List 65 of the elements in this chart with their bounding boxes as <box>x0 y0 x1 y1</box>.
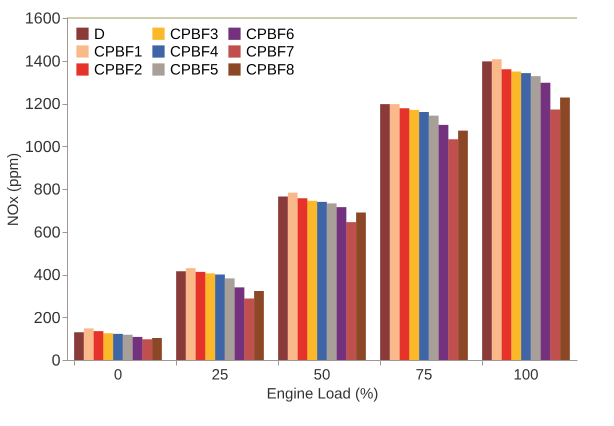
bar <box>380 104 390 360</box>
bar <box>550 109 560 360</box>
bar <box>278 196 288 360</box>
bar <box>254 290 264 360</box>
y-tick-label: 600 <box>34 224 61 242</box>
y-tick-label: 0 <box>52 352 61 370</box>
x-axis-title: Engine Load (%) <box>266 386 378 402</box>
x-tick-label: 75 <box>416 366 432 384</box>
bar <box>103 333 114 360</box>
bar <box>298 198 308 360</box>
bar <box>74 332 84 360</box>
bar <box>560 98 570 360</box>
bar <box>409 110 420 360</box>
y-tick-label: 1200 <box>24 96 61 113</box>
bar <box>458 130 468 360</box>
bar <box>492 59 502 360</box>
bar <box>390 104 400 360</box>
bar <box>113 334 123 360</box>
x-tick-label: 100 <box>513 366 539 384</box>
bar <box>244 298 254 360</box>
bar <box>307 200 318 360</box>
y-axis-title: NOx (ppm) <box>4 152 22 226</box>
bar <box>521 73 531 360</box>
legend-label: CPBF6 <box>246 26 294 43</box>
x-tick-label: 50 <box>314 366 330 384</box>
y-tick-label: 1000 <box>24 138 61 156</box>
bar <box>482 61 492 360</box>
bar <box>400 108 410 360</box>
bar <box>196 272 206 360</box>
bar <box>502 69 512 360</box>
bar <box>186 268 196 360</box>
bar <box>511 71 522 360</box>
legend-label: CPBF4 <box>170 44 218 60</box>
legend-label: CPBF7 <box>246 44 294 60</box>
legend-label: CPBF2 <box>94 62 142 78</box>
bar <box>94 331 104 360</box>
y-tick-label: 1600 <box>24 10 61 28</box>
bar <box>132 336 142 360</box>
bar <box>234 287 244 360</box>
y-tick-label: 800 <box>34 182 61 198</box>
bar <box>448 139 458 360</box>
x-tick-label: 25 <box>212 366 228 384</box>
bar <box>540 82 550 360</box>
legend-label: D <box>94 26 105 43</box>
x-tick-label: 0 <box>114 366 122 384</box>
legend-label: CPBF8 <box>246 62 294 78</box>
bar <box>152 338 162 360</box>
bar <box>84 328 94 360</box>
bar <box>176 271 186 360</box>
legend-label: CPBF3 <box>170 26 218 43</box>
bar <box>317 202 327 360</box>
y-tick-label: 200 <box>34 310 61 327</box>
bar <box>346 222 356 360</box>
bar <box>336 207 346 360</box>
bar <box>356 212 366 360</box>
y-tick-label: 400 <box>34 267 61 284</box>
bar <box>288 192 298 360</box>
legend-label: CPBF5 <box>170 62 218 78</box>
y-tick-label: 1400 <box>24 53 61 70</box>
bar <box>438 124 448 360</box>
legend-label: CPBF1 <box>94 44 142 60</box>
bar <box>419 112 429 360</box>
bar <box>142 339 152 360</box>
bar <box>205 273 216 360</box>
bar <box>215 274 225 360</box>
